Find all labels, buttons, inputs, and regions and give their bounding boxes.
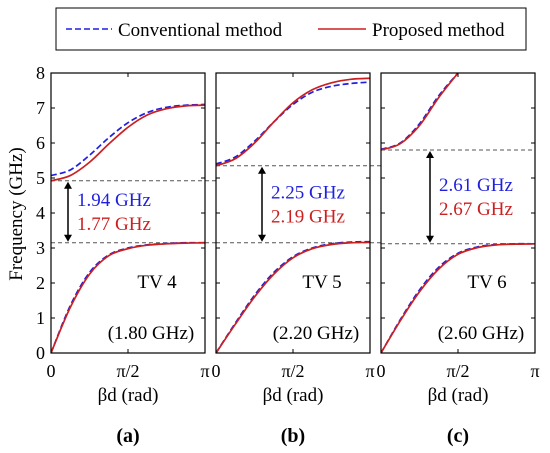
- gap-arrow-head-up: [258, 166, 266, 174]
- y-tick-label: 1: [36, 308, 45, 328]
- y-tick-label: 6: [36, 133, 45, 153]
- x-tick-label: π/2: [446, 361, 469, 381]
- y-tick-label: 7: [36, 98, 45, 118]
- x-tick-label: π/2: [116, 361, 139, 381]
- plot-area: [381, 73, 535, 353]
- y-tick-label: 2: [36, 273, 45, 293]
- y-tick-label: 4: [36, 203, 45, 223]
- tv-label: TV 4: [137, 272, 177, 293]
- conventional-upper-band-line: [51, 103, 205, 177]
- y-axis-title: Frequency (GHz): [6, 147, 27, 280]
- conventional-upper-band-line: [216, 81, 370, 165]
- legend: Conventional method Proposed method: [55, 7, 527, 51]
- gap-arrow-head-up: [64, 181, 72, 189]
- panel-label: (c): [447, 425, 469, 447]
- x-axis-title: βd (rad): [428, 385, 489, 406]
- legend-label-conventional: Conventional method: [118, 20, 283, 41]
- y-tick-label: 5: [36, 168, 45, 188]
- panel-b: 0 π/2 π βd (rad) (b) 2.25 GHz 2.19 GHz TV 5 (2.2…: [212, 72, 381, 447]
- x-axis-title: βd (rad): [263, 385, 324, 406]
- x-tick-label: 0: [377, 361, 386, 381]
- plot-area: [216, 77, 370, 353]
- panel-c: 0 π/2 π βd (rad) (c) 2.61 GHz 2.67 GHz TV 6 (2.6…: [377, 72, 540, 447]
- legend-box: [55, 7, 527, 51]
- tv-frequency-label: (2.60 GHz): [438, 323, 525, 344]
- proposed-lower-band-line: [216, 241, 370, 353]
- panel-label: (a): [116, 425, 139, 447]
- plot-area: [51, 103, 205, 353]
- x-tick-label: π: [365, 361, 374, 381]
- gap-value-conventional: 2.61 GHz: [439, 175, 513, 196]
- gap-arrow-head-up: [426, 151, 434, 158]
- x-axis-title: βd (rad): [98, 385, 159, 406]
- x-tick-label: π: [200, 361, 209, 381]
- gap-value-conventional: 2.25 GHz: [271, 182, 345, 203]
- y-tick-label: 0: [36, 343, 45, 363]
- tv-frequency-label: (1.80 GHz): [108, 323, 195, 344]
- proposed-upper-band-line: [51, 104, 205, 182]
- legend-label-proposed: Proposed method: [372, 20, 505, 41]
- tv-frequency-label: (2.20 GHz): [273, 323, 360, 344]
- panel-a: 0 1 2 3 4 5 6 7 8 0 π/2 π βd (rad) (a) 1.94 GHz 1.77 GH…: [36, 63, 216, 447]
- proposed-upper-band-line: [381, 73, 459, 151]
- panel-label: (b): [281, 425, 305, 447]
- gap-value-proposed: 2.67 GHz: [439, 199, 513, 220]
- gap-value-proposed: 2.19 GHz: [271, 206, 345, 227]
- y-tick-label: 8: [36, 63, 45, 83]
- gap-arrow-head-down: [426, 235, 434, 243]
- proposed-lower-band-line: [381, 242, 535, 353]
- gap-arrow-head-down: [64, 234, 72, 242]
- x-tick-label: π: [530, 361, 539, 381]
- x-tick-label: 0: [212, 361, 221, 381]
- gap-value-conventional: 1.94 GHz: [77, 190, 151, 211]
- proposed-upper-band-line: [216, 77, 370, 167]
- gap-arrow-head-down: [258, 234, 266, 242]
- y-tick-label: 3: [36, 238, 45, 258]
- tv-label: TV 6: [467, 272, 506, 293]
- tv-label: TV 5: [302, 272, 341, 293]
- x-tick-label: π/2: [281, 361, 304, 381]
- proposed-lower-band-line: [51, 241, 205, 353]
- x-tick-label: 0: [47, 361, 56, 381]
- gap-value-proposed: 1.77 GHz: [77, 214, 151, 235]
- conventional-upper-band-line: [381, 73, 459, 151]
